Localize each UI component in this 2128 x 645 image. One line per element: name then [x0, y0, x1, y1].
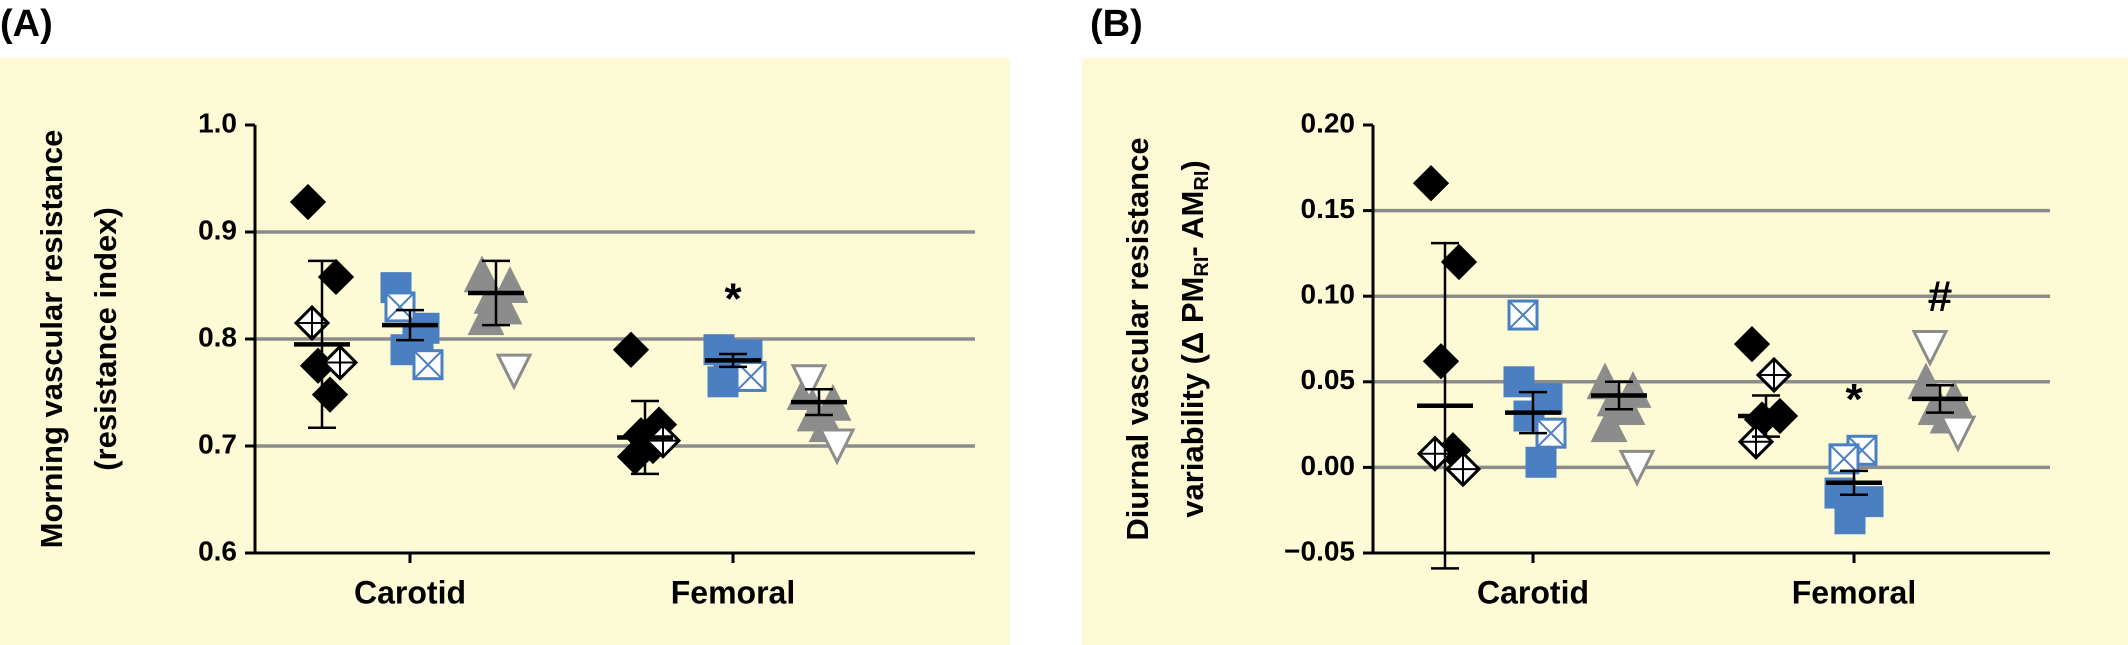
marker-shape	[1939, 415, 1977, 453]
marker-shape	[1733, 326, 1771, 363]
point	[1525, 446, 1557, 478]
point	[317, 258, 355, 296]
open-point	[1828, 443, 1860, 475]
significance-mark: *	[1845, 375, 1863, 424]
y-axis-label-text: - AM	[1175, 191, 1210, 257]
marker-shape	[1412, 165, 1450, 202]
marker-shape	[1834, 503, 1866, 535]
y-tick-label: 0.9	[198, 214, 237, 245]
point	[1590, 405, 1628, 443]
open-point	[1535, 417, 1567, 449]
open-point	[1755, 356, 1793, 394]
open-point	[412, 349, 444, 381]
marker-cross	[736, 361, 766, 392]
open-point	[1618, 449, 1656, 487]
y-axis-label: Diurnal vascular resistance	[1120, 137, 1155, 540]
y-axis-label: Morning vascular resistance	[34, 130, 69, 549]
marker-shape	[1911, 330, 1949, 367]
marker-shape	[790, 364, 828, 402]
y-axis-label-text: )	[1175, 160, 1210, 170]
point	[1733, 326, 1771, 363]
y-axis-label-text: (resistance index)	[88, 207, 123, 471]
open-point	[1939, 415, 1977, 453]
marker-shape	[1618, 449, 1656, 487]
y-tick-label: 0.7	[198, 428, 237, 459]
point	[1440, 243, 1478, 281]
y-axis-label-subscript: RI	[1191, 257, 1213, 277]
x-tick-label: Femoral	[671, 574, 795, 610]
marker-shape	[495, 353, 533, 391]
panel-a-background	[0, 58, 1010, 645]
y-axis-label-text: Diurnal vascular resistance	[1120, 137, 1155, 540]
panel-label: (A)	[0, 3, 53, 45]
marker-cross	[413, 349, 443, 380]
y-tick-label: 0.10	[1301, 279, 1356, 310]
open-point	[1444, 450, 1482, 488]
marker-shape	[707, 366, 739, 398]
marker-shape	[1513, 400, 1545, 432]
marker-shape	[1422, 343, 1460, 380]
marker-cross	[1536, 418, 1566, 448]
y-axis-label-text: Morning vascular resistance	[34, 130, 69, 549]
y-tick-label: 0.8	[198, 321, 237, 352]
point	[707, 366, 739, 398]
panel-b-background	[1082, 58, 2128, 645]
y-tick-label: 0.20	[1301, 107, 1356, 138]
open-point	[1911, 330, 1949, 367]
open-point	[818, 428, 856, 466]
panel-label: (B)	[1090, 3, 1143, 45]
open-point	[790, 364, 828, 402]
y-axis-label: variability (Δ PMRI- AMRI)	[1175, 160, 1213, 517]
marker-shape	[1440, 243, 1478, 281]
significance-mark: #	[1928, 272, 1952, 321]
y-tick-label: −0.05	[1284, 535, 1355, 566]
y-axis-label: (resistance index)	[88, 207, 123, 471]
marker-shape	[289, 183, 327, 221]
y-tick-label: 0.00	[1301, 450, 1356, 481]
x-tick-label: Femoral	[1792, 574, 1916, 610]
y-tick-label: 0.05	[1301, 364, 1356, 395]
point	[1412, 165, 1450, 202]
point	[612, 331, 650, 368]
marker-shape	[317, 258, 355, 296]
open-point	[1507, 299, 1539, 331]
open-point	[495, 353, 533, 391]
open-point	[321, 344, 359, 381]
y-tick-label: 1.0	[198, 107, 237, 138]
y-tick-label: 0.15	[1301, 193, 1356, 224]
marker-shape	[818, 428, 856, 466]
y-tick-label: 0.6	[198, 535, 237, 566]
x-tick-label: Carotid	[354, 574, 466, 610]
point	[1422, 343, 1460, 380]
y-axis-label-subscript: RI	[1191, 171, 1213, 191]
significance-mark: *	[724, 274, 742, 323]
marker-shape	[1590, 405, 1628, 443]
point	[1834, 503, 1866, 535]
y-axis-label-text: variability (Δ PM	[1175, 277, 1210, 518]
point	[1513, 400, 1545, 432]
marker-shape	[1525, 446, 1557, 478]
marker-cross	[1508, 300, 1538, 330]
marker-cross	[1829, 444, 1859, 474]
point	[289, 183, 327, 221]
marker-cross	[385, 292, 415, 322]
marker-shape	[612, 331, 650, 368]
x-tick-label: Carotid	[1477, 574, 1589, 610]
